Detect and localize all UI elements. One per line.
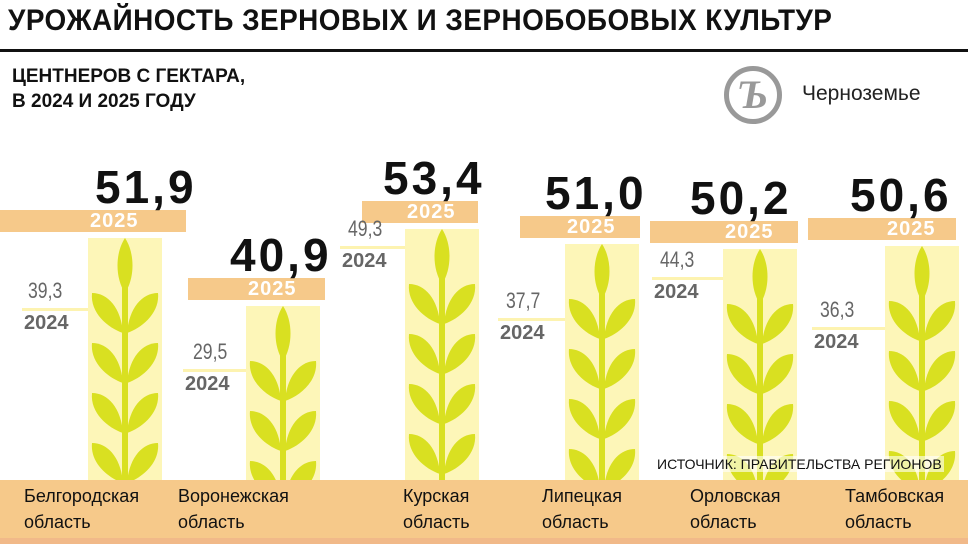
wheat-icon	[565, 243, 639, 480]
value-label-2025: 51,0	[545, 166, 647, 219]
region-label: Тамбовская область	[845, 483, 944, 535]
band-2025	[520, 215, 640, 238]
subtitle-line: ЦЕНТНЕРОВ С ГЕКТАРА,	[12, 66, 246, 87]
value-label-2024: 49,3	[348, 216, 383, 242]
year-label-2024: 2024	[24, 312, 69, 335]
value-label-2024: 39,3	[28, 278, 63, 304]
region-label-line: Курская	[403, 486, 470, 506]
value-label-2025: 51,9	[95, 161, 197, 214]
marker-2024	[498, 318, 565, 322]
value-label-2025: 50,2	[690, 171, 792, 224]
chart-title: УРОЖАЙНОСТЬ ЗЕРНОВЫХ И ЗЕРНОБОБОВЫХ КУЛЬ…	[8, 4, 833, 37]
bar-2025	[88, 238, 162, 480]
value-label-2024: 36,3	[820, 296, 855, 322]
region-label-band	[0, 480, 968, 544]
year-label-2025: 2025	[567, 215, 616, 238]
year-label-2025: 2025	[407, 200, 456, 223]
region-label-line: область	[690, 512, 757, 532]
value-label-2024: 37,7	[506, 288, 541, 314]
value-label-2025: 50,6	[850, 169, 952, 222]
bar-2025	[723, 248, 797, 480]
region-label-line: Орловская	[690, 486, 781, 506]
bar-2025	[885, 246, 959, 480]
band-2025	[0, 210, 186, 233]
wheat-icon	[723, 248, 797, 480]
marker-2024	[340, 246, 405, 250]
year-label-2024: 2024	[500, 322, 545, 345]
value-label-2024: 29,5	[193, 339, 228, 365]
marker-2024	[812, 326, 885, 330]
region-label-line: Белгородская	[24, 486, 140, 506]
year-label-2024: 2024	[814, 330, 859, 353]
region-label-line: область	[403, 512, 470, 532]
band-2025	[188, 278, 325, 301]
region-label-line: область	[24, 512, 91, 532]
wheat-icon	[405, 228, 479, 480]
region-label-line: область	[542, 512, 609, 532]
value-label-2025: 40,9	[230, 229, 332, 282]
brand-name: Черноземье	[802, 82, 921, 105]
region-label: Липецкая область	[542, 483, 622, 535]
year-label-2024: 2024	[654, 281, 699, 304]
year-label-2025: 2025	[887, 218, 936, 241]
band-2025	[362, 200, 478, 223]
value-label-2025: 53,4	[383, 151, 485, 204]
year-label-2024: 2024	[185, 373, 230, 396]
marker-2024	[183, 369, 246, 373]
wheat-icon	[88, 238, 162, 480]
region-label: Курская область	[403, 483, 470, 535]
region-label: Белгородская область	[24, 483, 139, 535]
region-label-line: Тамбовская	[845, 486, 945, 506]
region-label-line: Воронежская	[178, 486, 289, 506]
bar-2025	[565, 243, 639, 480]
year-label-2024: 2024	[342, 250, 387, 273]
title-divider	[0, 49, 968, 52]
chart-subtitle: ЦЕНТНЕРОВ С ГЕКТАРА, В 2024 И 2025 ГОДУ	[12, 64, 245, 114]
region-label: Воронежская область	[178, 483, 289, 535]
marker-2024	[22, 308, 88, 312]
year-label-2025: 2025	[725, 220, 774, 243]
bar-2025	[405, 228, 479, 480]
wheat-icon	[246, 306, 320, 480]
bar-2025	[246, 306, 320, 480]
source-note: ИСТОЧНИК: ПРАВИТЕЛЬСТВА РЕГИОНОВ	[655, 456, 944, 472]
region-label-line: Липецкая	[542, 486, 622, 506]
band-2025	[650, 220, 798, 243]
wheat-icon	[885, 246, 959, 480]
region-label-line: область	[845, 512, 912, 532]
subtitle-line: В 2024 И 2025 ГОДУ	[12, 91, 196, 112]
kommersant-logo-icon: Ъ	[724, 66, 782, 124]
year-label-2025: 2025	[90, 210, 139, 233]
band-2025	[808, 218, 956, 241]
region-label-line: область	[178, 512, 245, 532]
year-label-2025: 2025	[248, 278, 297, 301]
value-label-2024: 44,3	[660, 247, 695, 273]
marker-2024	[652, 277, 723, 281]
region-label: Орловская область	[690, 483, 781, 535]
